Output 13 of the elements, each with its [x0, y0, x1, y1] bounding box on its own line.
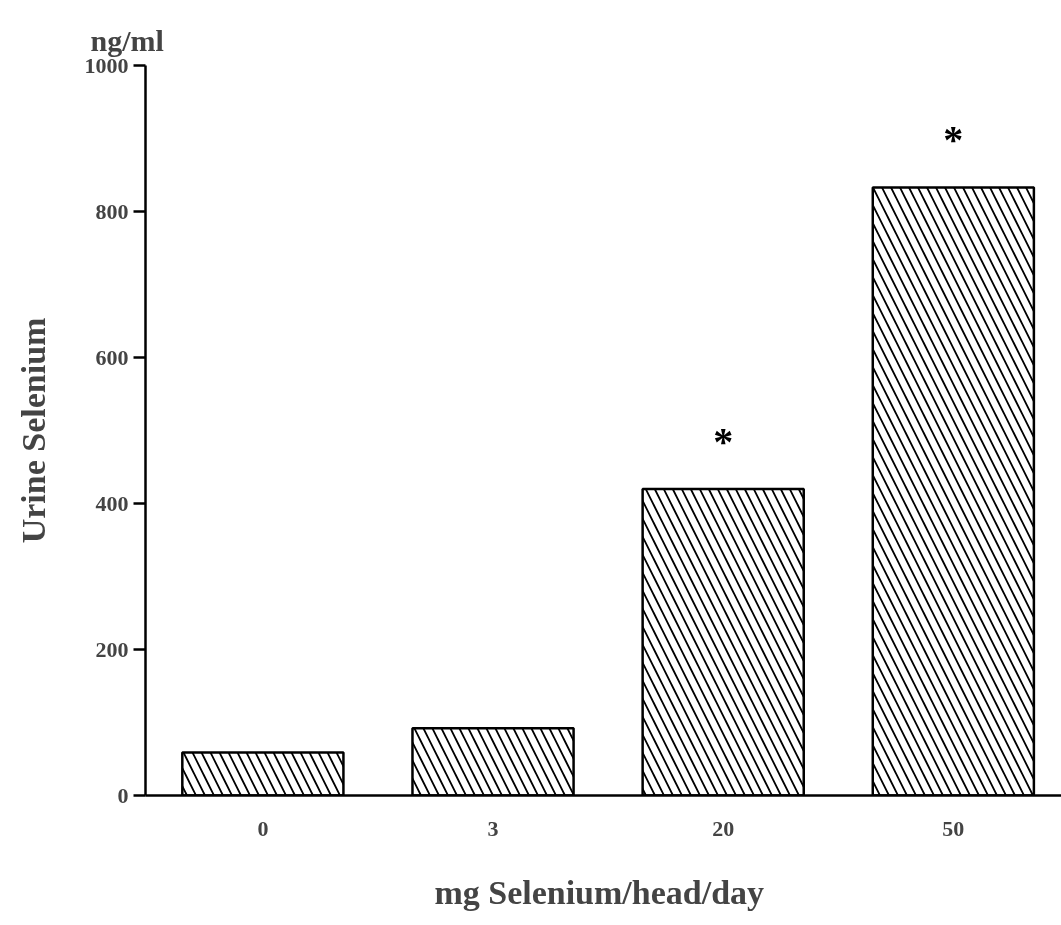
x-tick-label: 0 [257, 815, 269, 841]
y-tick-label: 600 [95, 344, 129, 370]
y-tick-label: 800 [95, 198, 129, 224]
y-tick-label: 0 [117, 782, 129, 808]
annotation: * [943, 117, 964, 163]
x-tick-label: 50 [942, 815, 965, 841]
annotation: * [713, 418, 734, 464]
x-axis-title: mg Selenium/head/day [434, 873, 765, 911]
y-tick-label: 200 [95, 636, 129, 662]
y-axis-title: Urine Selenium [14, 317, 52, 544]
y-tick-label: 400 [95, 490, 129, 516]
x-tick-label: 3 [487, 815, 499, 841]
x-tick-label: 20 [712, 815, 735, 841]
